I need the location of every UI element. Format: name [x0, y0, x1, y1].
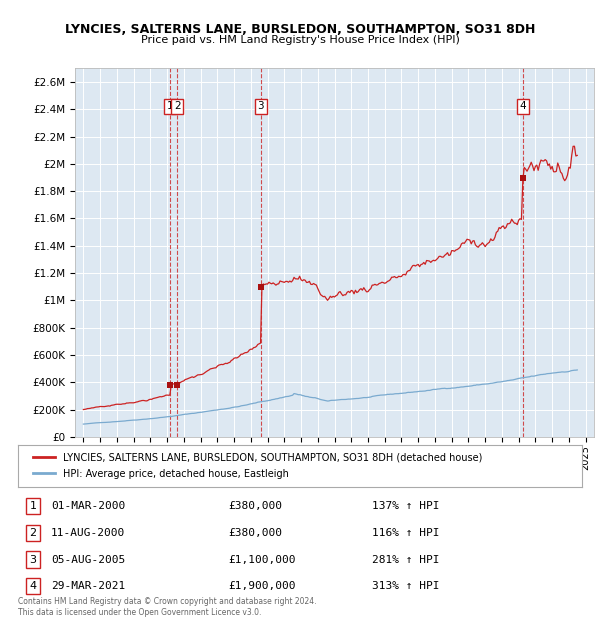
Text: 313% ↑ HPI: 313% ↑ HPI	[372, 581, 439, 591]
Text: 4: 4	[29, 581, 37, 591]
Text: 11-AUG-2000: 11-AUG-2000	[51, 528, 125, 538]
Text: Contains HM Land Registry data © Crown copyright and database right 2024.
This d: Contains HM Land Registry data © Crown c…	[18, 598, 317, 617]
Text: £380,000: £380,000	[228, 528, 282, 538]
Text: £1,900,000: £1,900,000	[228, 581, 296, 591]
Text: LYNCIES, SALTERNS LANE, BURSLEDON, SOUTHAMPTON, SO31 8DH: LYNCIES, SALTERNS LANE, BURSLEDON, SOUTH…	[65, 23, 535, 36]
Text: 281% ↑ HPI: 281% ↑ HPI	[372, 554, 439, 565]
Text: 4: 4	[520, 102, 526, 112]
Text: 137% ↑ HPI: 137% ↑ HPI	[372, 501, 439, 512]
Text: 05-AUG-2005: 05-AUG-2005	[51, 554, 125, 565]
Text: 2: 2	[29, 528, 37, 538]
Text: 01-MAR-2000: 01-MAR-2000	[51, 501, 125, 512]
Text: £1,100,000: £1,100,000	[228, 554, 296, 565]
Text: £380,000: £380,000	[228, 501, 282, 512]
Text: Price paid vs. HM Land Registry's House Price Index (HPI): Price paid vs. HM Land Registry's House …	[140, 35, 460, 45]
Text: 2: 2	[174, 102, 181, 112]
Text: 116% ↑ HPI: 116% ↑ HPI	[372, 528, 439, 538]
Text: 3: 3	[257, 102, 264, 112]
Text: 1: 1	[29, 501, 37, 512]
Text: 29-MAR-2021: 29-MAR-2021	[51, 581, 125, 591]
Text: 1: 1	[167, 102, 173, 112]
Legend: LYNCIES, SALTERNS LANE, BURSLEDON, SOUTHAMPTON, SO31 8DH (detached house), HPI: : LYNCIES, SALTERNS LANE, BURSLEDON, SOUTH…	[29, 448, 487, 484]
Text: 3: 3	[29, 554, 37, 565]
